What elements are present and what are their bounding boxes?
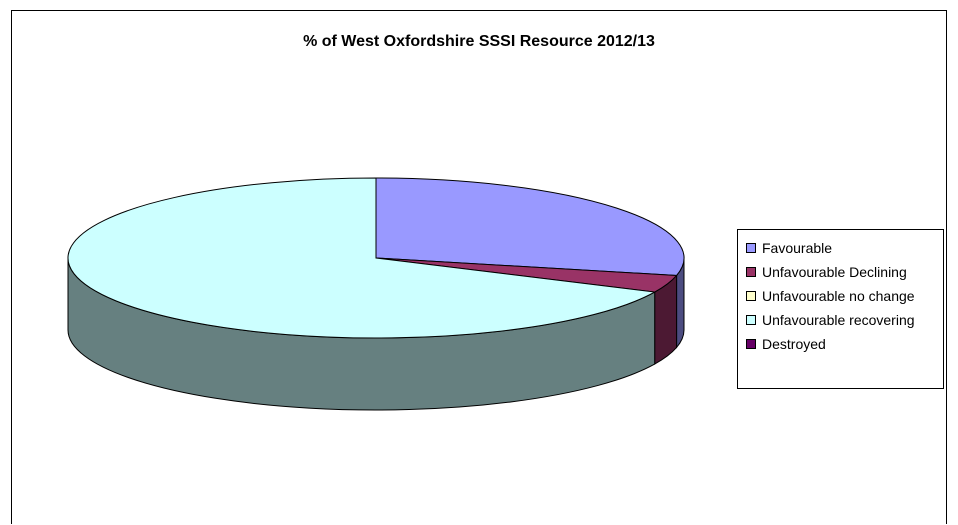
legend-item-unfavourable-no-change: Unfavourable no change — [738, 284, 943, 308]
legend-swatch — [746, 339, 756, 349]
legend-item-unfavourable-declining: Unfavourable Declining — [738, 260, 943, 284]
legend-item-unfavourable-recovering: Unfavourable recovering — [738, 308, 943, 332]
legend-label: Favourable — [762, 240, 832, 256]
legend-swatch — [746, 243, 756, 253]
legend-item-destroyed: Destroyed — [738, 332, 943, 356]
legend-label: Unfavourable Declining — [762, 264, 907, 280]
legend-swatch — [746, 291, 756, 301]
legend-label: Unfavourable recovering — [762, 312, 915, 328]
legend-item-favourable: Favourable — [738, 236, 943, 260]
legend-swatch — [746, 267, 756, 277]
legend-label: Unfavourable no change — [762, 288, 915, 304]
legend-label: Destroyed — [762, 336, 826, 352]
legend: Favourable Unfavourable Declining Unfavour… — [737, 229, 944, 389]
legend-swatch — [746, 315, 756, 325]
chart-area: % of West Oxfordshire SSSI Resource 2012… — [11, 10, 947, 524]
